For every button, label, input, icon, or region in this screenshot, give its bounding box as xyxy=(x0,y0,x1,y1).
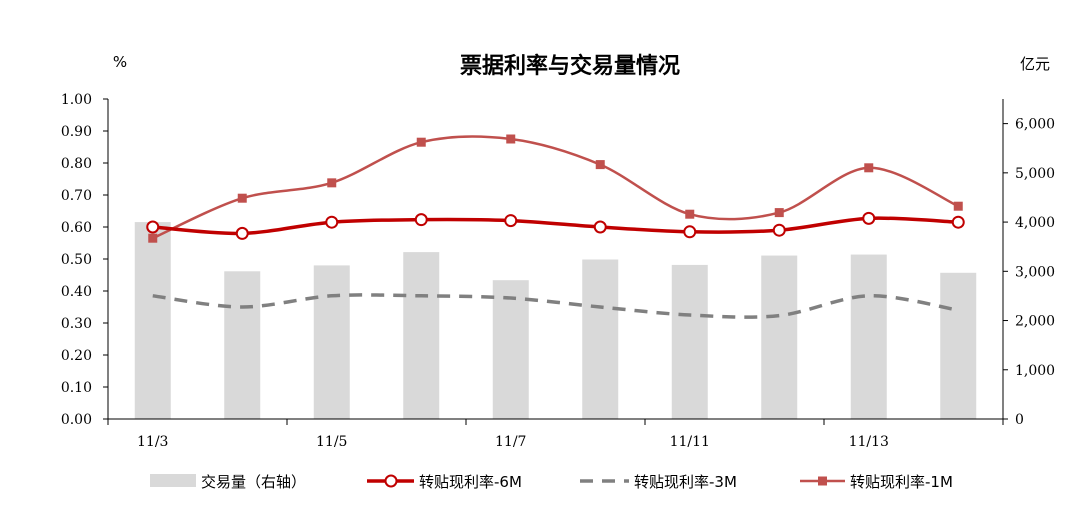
right-tick-label: 3,000 xyxy=(1015,264,1055,280)
volume-bar xyxy=(761,255,798,419)
left-tick-label: 0.70 xyxy=(61,188,92,204)
x-tick-label: 11/11 xyxy=(670,434,710,450)
right-axis-unit: 亿元 xyxy=(1020,55,1050,73)
x-tick-label: 11/3 xyxy=(137,434,168,450)
point-marker xyxy=(774,208,784,218)
point-marker xyxy=(595,160,605,170)
point-marker xyxy=(237,193,247,203)
chart-title: 票据利率与交易量情况 xyxy=(460,53,680,79)
series-line-3 xyxy=(152,135,959,240)
point-marker xyxy=(506,134,516,144)
point-marker xyxy=(416,137,426,147)
legend-label-6m: 转贴现利率-6M xyxy=(419,473,522,491)
lines-layer xyxy=(146,134,965,319)
point-marker xyxy=(864,163,874,173)
bars-layer xyxy=(134,222,977,419)
left-tick-label: 0.20 xyxy=(61,348,92,364)
left-tick-label: 0.60 xyxy=(61,220,92,236)
volume-bar xyxy=(850,254,887,419)
point-marker xyxy=(772,223,786,237)
volume-bar xyxy=(403,252,440,419)
point-marker xyxy=(683,225,697,239)
point-marker xyxy=(951,215,965,229)
x-tick-label: 11/7 xyxy=(495,434,526,450)
point-marker xyxy=(327,178,337,188)
left-tick-label: 0.50 xyxy=(61,252,92,268)
left-tick-label: 0.10 xyxy=(61,380,92,396)
point-marker xyxy=(953,201,963,211)
right-tick-label: 4,000 xyxy=(1015,215,1055,231)
legend-label-3m: 转贴现利率-3M xyxy=(634,473,737,491)
legend-swatch-volume xyxy=(150,474,196,487)
right-tick-label: 0 xyxy=(1015,412,1024,428)
volume-bar xyxy=(134,222,171,419)
left-axis-unit: % xyxy=(113,53,127,71)
series-line-1 xyxy=(152,216,959,236)
legend-label-1m: 转贴现利率-1M xyxy=(850,473,953,491)
point-marker xyxy=(148,233,158,243)
legend-label-volume: 交易量（右轴） xyxy=(201,473,306,491)
point-marker xyxy=(593,220,607,234)
legend-marker-1m xyxy=(818,476,827,486)
left-tick-label: 0.80 xyxy=(61,156,92,172)
x-tick-label: 11/5 xyxy=(316,434,347,450)
left-tick-label: 0.40 xyxy=(61,284,92,300)
point-marker xyxy=(862,211,876,225)
left-tick-label: 0.90 xyxy=(61,124,92,140)
legend-marker-6m xyxy=(384,474,398,488)
right-tick-label: 5,000 xyxy=(1015,166,1055,182)
legend: 交易量（右轴） 转贴现利率-6M 转贴现利率-3M 转贴现利率-1M xyxy=(150,473,953,491)
axes-layer: 0.00 0.10 0.20 0.30 0.40 0.50 0.60 0.70 0.80 0.90… xyxy=(61,92,1055,450)
series-line-2 xyxy=(152,293,959,319)
volume-bar xyxy=(940,272,977,419)
right-tick-label: 6,000 xyxy=(1015,117,1055,133)
left-tick-label: 0.00 xyxy=(61,412,92,428)
right-tick-label: 1,000 xyxy=(1015,363,1055,379)
volume-bar xyxy=(313,265,350,419)
volume-bar xyxy=(224,271,261,419)
point-marker xyxy=(504,214,518,228)
volume-bar xyxy=(582,259,619,419)
left-tick-label: 0.30 xyxy=(61,316,92,332)
point-marker xyxy=(685,209,695,219)
volume-bar xyxy=(671,264,708,419)
point-marker xyxy=(414,213,428,227)
point-marker xyxy=(146,220,160,234)
volume-bar xyxy=(492,280,529,419)
x-tick-label: 11/13 xyxy=(849,434,889,450)
point-marker xyxy=(325,215,339,229)
point-marker xyxy=(235,226,249,240)
left-tick-label: 1.00 xyxy=(61,92,92,108)
right-tick-label: 2,000 xyxy=(1015,314,1055,330)
